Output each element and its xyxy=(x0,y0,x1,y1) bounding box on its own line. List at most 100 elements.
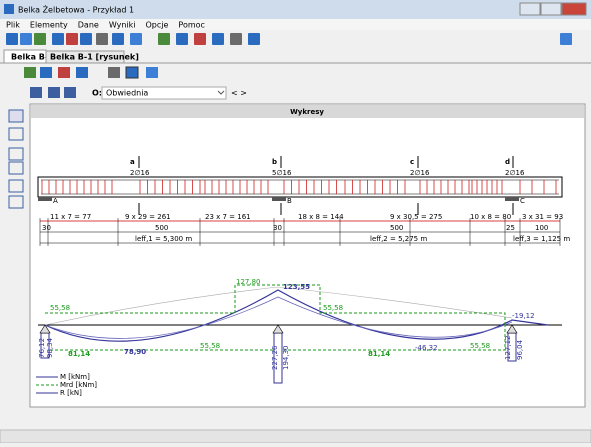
menu-item[interactable]: Plik xyxy=(6,21,20,30)
toolbar-button[interactable] xyxy=(6,33,18,45)
menu-item[interactable]: Dane xyxy=(78,21,99,30)
reaction-label: 127,12 xyxy=(504,336,512,361)
section-label: d xyxy=(505,158,510,166)
diagram-label: 78,90 xyxy=(124,348,146,356)
menu-bar xyxy=(0,19,591,30)
toolbar-button[interactable] xyxy=(230,33,242,45)
window-title: Belka Żelbetowa - Przykład 1 xyxy=(18,5,134,15)
toolbar-button[interactable] xyxy=(194,33,206,45)
span-label: 30 xyxy=(273,224,282,232)
reaction-label: 194,30 xyxy=(282,346,290,371)
span-label: 500 xyxy=(155,224,168,232)
toolbar-button[interactable] xyxy=(20,33,32,45)
side-button[interactable] xyxy=(8,195,24,209)
toolbar-button[interactable] xyxy=(24,67,36,78)
maximize[interactable] xyxy=(540,2,562,16)
rebar-label: 2∅16 xyxy=(130,169,150,177)
toolbar-button[interactable] xyxy=(130,33,142,45)
toolbar-button[interactable] xyxy=(30,87,42,98)
tab-label: Belka B-1 [rysunek] xyxy=(50,53,139,62)
toolbar-button[interactable] xyxy=(52,33,64,45)
menu-item[interactable]: Elementy xyxy=(30,21,68,30)
toolbar-button[interactable] xyxy=(34,33,46,45)
side-button[interactable] xyxy=(8,109,24,123)
toolbar-button[interactable] xyxy=(48,87,60,98)
side-button[interactable] xyxy=(8,161,24,175)
legend-label: R [kN] xyxy=(60,389,82,397)
section-label: c xyxy=(410,158,414,166)
leff-label: leff,2 = 5,275 m xyxy=(370,235,427,243)
section-label: a xyxy=(130,158,135,166)
toolbar-button[interactable] xyxy=(146,67,158,78)
status-bar xyxy=(0,429,591,444)
rebar-label: 2∅16 xyxy=(505,169,525,177)
toolbar-button[interactable] xyxy=(212,33,224,45)
side-button[interactable] xyxy=(8,179,24,193)
toolbar-button[interactable] xyxy=(560,33,572,45)
panel-title: Wykresy xyxy=(290,108,324,116)
toolbar-button[interactable] xyxy=(66,33,78,45)
span-label: 25 xyxy=(506,224,515,232)
stirrup-label: 18 x 8 = 144 xyxy=(298,213,344,221)
menu-item[interactable]: Pomoc xyxy=(178,21,205,30)
stirrup-label: 9 x 29 = 261 xyxy=(125,213,171,221)
menu-item[interactable]: Wyniki xyxy=(109,21,136,30)
toolbar-button[interactable] xyxy=(76,67,88,78)
panel-header xyxy=(31,105,584,118)
toolbar-button[interactable] xyxy=(112,33,124,45)
section-label: b xyxy=(272,158,277,166)
legend-label: M [kNm] xyxy=(60,373,90,381)
legend-label: Mrd [kNm] xyxy=(60,381,97,389)
stirrup-label: 9 x 30,5 = 275 xyxy=(390,213,442,221)
minimize[interactable] xyxy=(519,2,541,16)
span-label: 100 xyxy=(535,224,548,232)
diagram-panel xyxy=(29,103,586,408)
toolbar-button[interactable] xyxy=(108,67,120,78)
rebar-label: 2∅16 xyxy=(410,169,430,177)
reaction-label: 76,12 xyxy=(38,338,46,358)
menu-item[interactable]: Opcje xyxy=(145,21,168,30)
reaction-label: 96,04 xyxy=(516,339,524,360)
support-label: A xyxy=(53,197,58,205)
diagram-label: 81,14 xyxy=(68,350,90,358)
support-label: C xyxy=(520,197,525,205)
toolbar-button[interactable] xyxy=(248,33,260,45)
toolbar-button[interactable] xyxy=(40,67,52,78)
diagram-label: 55,58 xyxy=(200,342,220,350)
diagram-label: 81,14 xyxy=(368,350,390,358)
toolbar-button[interactable] xyxy=(64,87,76,98)
side-button[interactable] xyxy=(8,147,24,161)
toolbar-button[interactable] xyxy=(80,33,92,45)
toolbar-button[interactable] xyxy=(96,33,108,45)
stirrup-label: 23 x 7 = 161 xyxy=(205,213,251,221)
stirrup-label: 10 x 8 = 80 xyxy=(470,213,511,221)
toolbar-button[interactable] xyxy=(158,33,170,45)
rebar-label: 5∅16 xyxy=(272,169,292,177)
diagram-label: -46,32 xyxy=(415,344,438,352)
side-button[interactable] xyxy=(8,127,24,141)
diagram-label: -19,12 xyxy=(512,312,535,320)
capacity-envelope xyxy=(45,284,506,351)
dropdown[interactable] xyxy=(101,86,227,100)
tab-label: Belka B-1 xyxy=(11,53,54,62)
reaction-label: 98,34 xyxy=(46,337,54,358)
leff-label: leff,1 = 5,300 m xyxy=(135,235,192,243)
leff-label: leff,3 = 1,125 m xyxy=(513,235,570,243)
selector-label: O: xyxy=(92,89,102,98)
diagram-label: 55,58 xyxy=(323,304,343,312)
moment-curve xyxy=(44,289,549,342)
diagram-label: 55,58 xyxy=(50,304,70,312)
close[interactable] xyxy=(561,2,587,16)
diagram-label: 55,58 xyxy=(470,342,490,350)
app-icon xyxy=(4,4,14,14)
title-bar xyxy=(0,0,591,19)
diagram-label: 127,80 xyxy=(236,278,261,286)
dropdown-value: Obwiednia xyxy=(106,89,148,98)
support-label: B xyxy=(287,197,292,205)
nav-arrows[interactable]: < > xyxy=(231,89,247,98)
toolbar-button[interactable] xyxy=(176,33,188,45)
toolbar-button[interactable] xyxy=(125,66,139,79)
toolbar-button[interactable] xyxy=(58,67,70,78)
